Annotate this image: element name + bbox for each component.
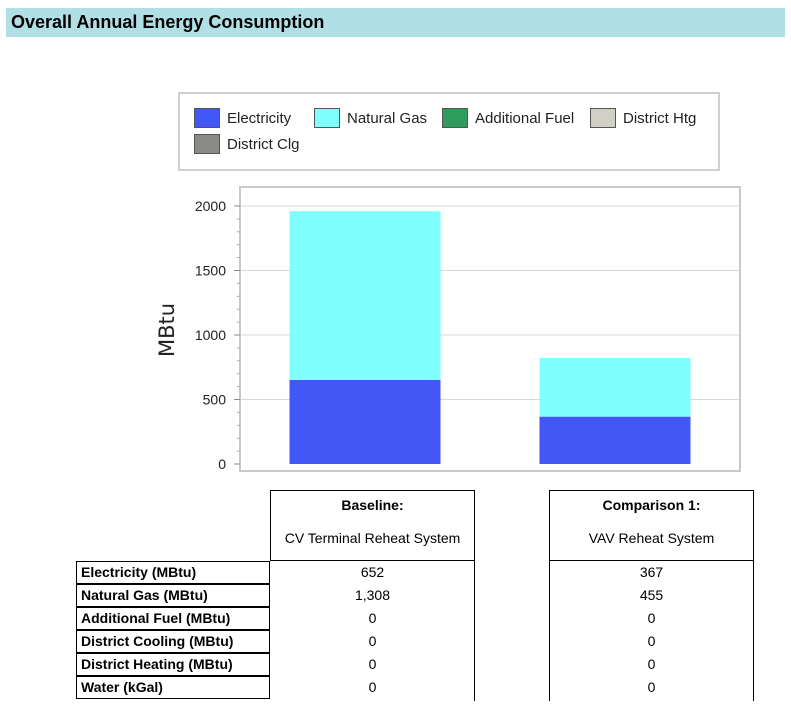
- bars: [289, 211, 691, 464]
- legend-item-district-htg: District Htg: [590, 108, 696, 128]
- legend-item-district-clg: District Clg: [194, 134, 300, 154]
- bar-electricity-comparison-1: [539, 416, 691, 464]
- baseline-water-value: 0: [368, 679, 377, 695]
- baseline-title: Baseline:: [341, 497, 404, 513]
- row-label-district-cooling: District Cooling (MBtu): [76, 630, 270, 653]
- comparison-electricity-value: 367: [639, 564, 664, 580]
- legend-item-natural-gas: Natural Gas: [314, 108, 427, 128]
- legend-label: District Htg: [623, 109, 697, 127]
- y-tick-label: 2000: [195, 198, 226, 214]
- comparison-district-heating-value: 0: [647, 656, 656, 672]
- legend-label: Additional Fuel: [475, 109, 575, 127]
- comparison-water-value: 0: [647, 679, 656, 695]
- baseline-electricity-value: 652: [360, 564, 385, 580]
- baseline-district-heating-value: 0: [368, 656, 377, 672]
- stacked-bar-chart: 0 500 1000 1500 2000 MBtu: [155, 186, 741, 472]
- plot-frame: [239, 186, 741, 472]
- bar-electricity-baseline: [289, 379, 441, 464]
- legend-swatch-natural-gas: [314, 108, 340, 128]
- y-tick-label: 0: [218, 456, 226, 472]
- row-label-electricity: Electricity (MBtu): [76, 561, 270, 584]
- y-axis-ticks: 0 500 1000 1500 2000: [195, 198, 240, 472]
- legend-label: District Clg: [227, 135, 300, 153]
- baseline-district-cooling-value: 0: [368, 633, 377, 649]
- column-divider: [753, 561, 754, 701]
- y-tick-label: 1000: [195, 327, 226, 343]
- y-axis-label: MBtu: [155, 303, 179, 357]
- comparison-subtitle: VAV Reheat System: [588, 530, 715, 546]
- comparison-natural-gas-value: 455: [639, 587, 664, 603]
- comparison-title: Comparison 1:: [602, 497, 701, 513]
- legend-item-additional-fuel: Additional Fuel: [442, 108, 574, 128]
- legend-swatch-additional-fuel: [442, 108, 468, 128]
- bar-natural-gas-comparison-1: [539, 357, 691, 417]
- row-label-district-heating: District Heating (MBtu): [76, 653, 270, 676]
- baseline-subtitle: CV Terminal Reheat System: [284, 530, 461, 546]
- legend-label: Natural Gas: [347, 109, 428, 127]
- comparison-header: Comparison 1: VAV Reheat System: [549, 490, 754, 561]
- row-label-water: Water (kGal): [76, 676, 270, 699]
- title-bar: Overall Annual Energy Consumption: [6, 8, 785, 37]
- comparison-district-cooling-value: 0: [647, 633, 656, 649]
- legend-label: Electricity: [227, 109, 292, 127]
- legend-swatch-electricity: [194, 108, 220, 128]
- row-label-additional-fuel: Additional Fuel (MBtu): [76, 607, 270, 630]
- baseline-header: Baseline: CV Terminal Reheat System: [270, 490, 475, 561]
- baseline-additional-fuel-value: 0: [368, 610, 377, 626]
- legend-swatch-district-htg: [590, 108, 616, 128]
- legend-item-electricity: Electricity: [194, 108, 291, 128]
- legend-swatch-district-clg: [194, 134, 220, 154]
- column-divider: [474, 561, 475, 701]
- column-divider: [549, 561, 550, 701]
- bar-natural-gas-baseline: [289, 211, 441, 380]
- baseline-natural-gas-value: 1,308: [354, 587, 391, 603]
- row-label-natural-gas: Natural Gas (MBtu): [76, 584, 270, 607]
- comparison-additional-fuel-value: 0: [647, 610, 656, 626]
- y-tick-label: 1500: [195, 263, 226, 279]
- page-title: Overall Annual Energy Consumption: [11, 12, 325, 32]
- y-tick-label: 500: [203, 392, 227, 408]
- chart-legend: Electricity Natural Gas Additional Fuel …: [178, 92, 720, 171]
